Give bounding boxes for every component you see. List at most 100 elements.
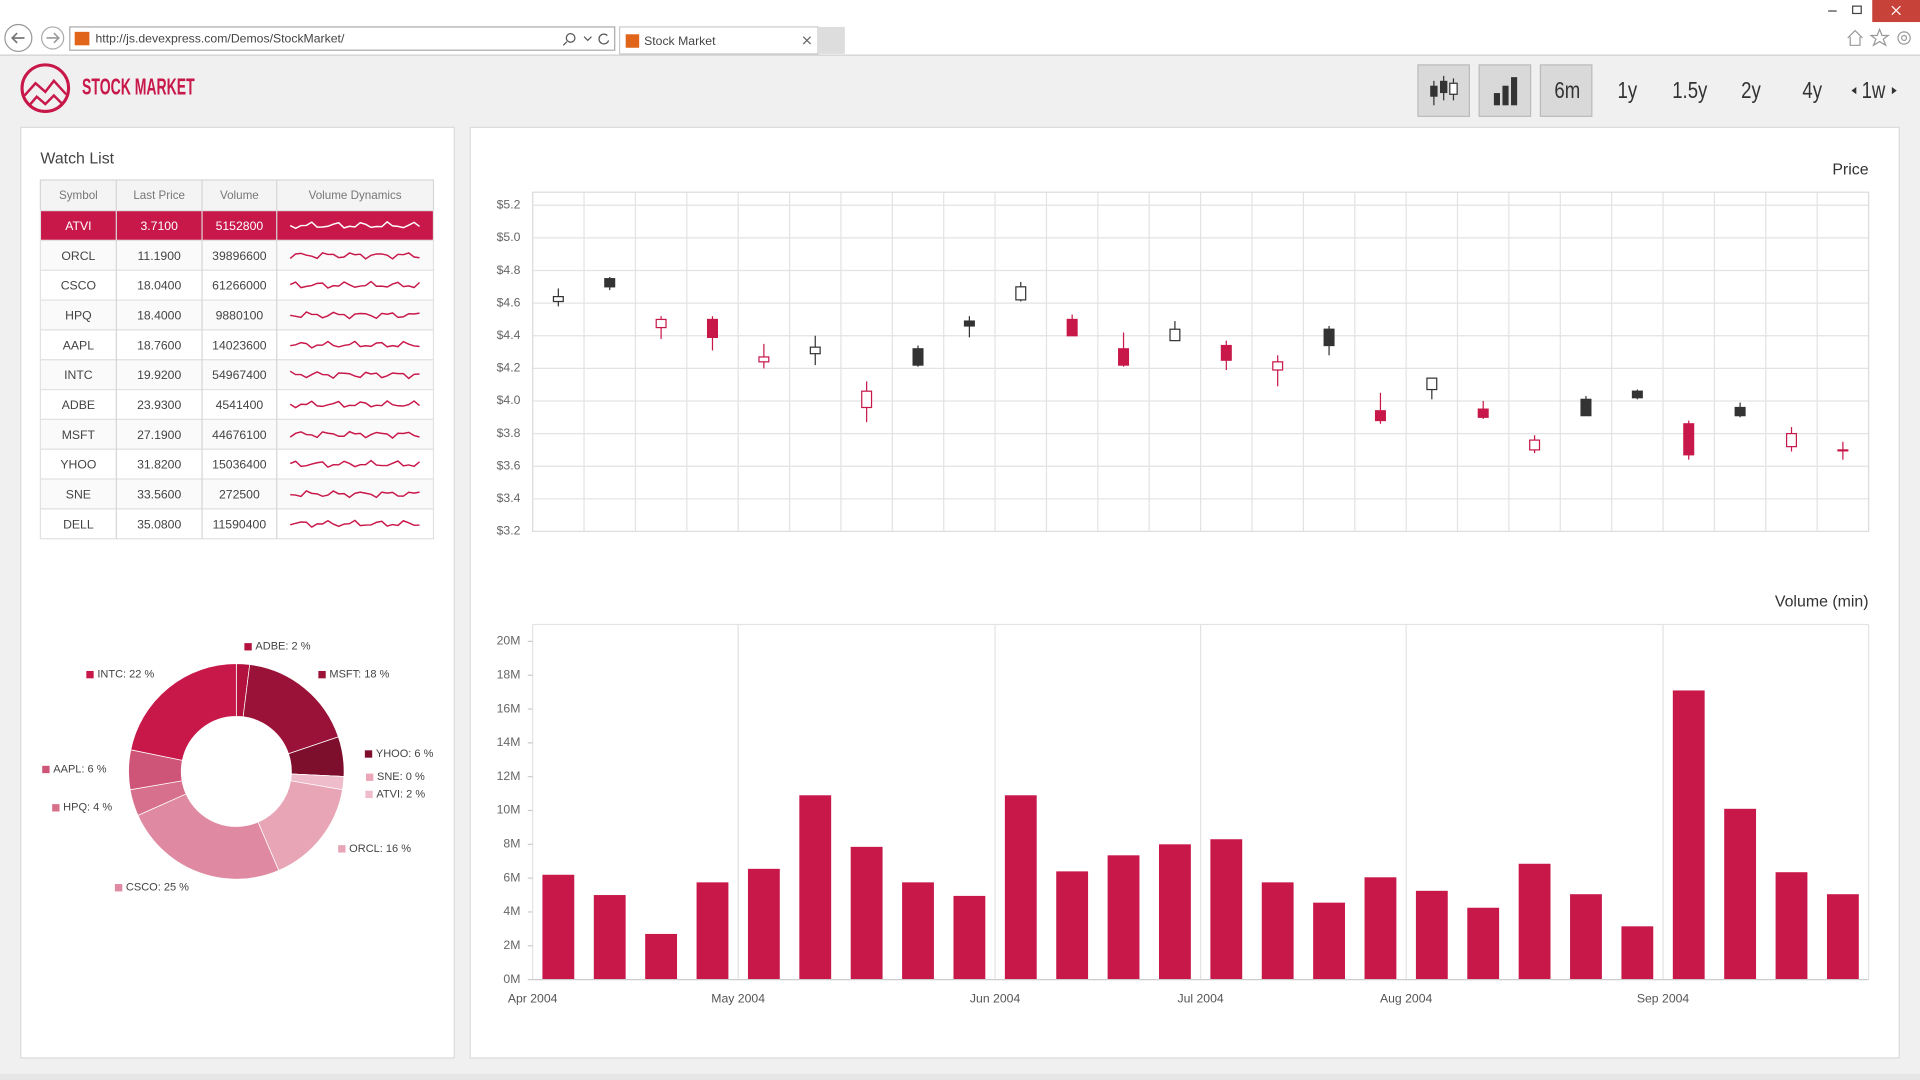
window-controls [1828, 0, 1920, 23]
x-tick-label: Aug 2004 [1380, 991, 1433, 1005]
table-cell: HPQ [65, 308, 92, 322]
address-bar[interactable] [69, 26, 616, 51]
table-cell: 18.0400 [137, 279, 181, 293]
volume-bar [1056, 871, 1089, 980]
table-cell: DELL [63, 517, 94, 531]
chart-title: Volume (min) [1775, 594, 1869, 611]
table-row[interactable] [39, 269, 435, 301]
y-tick-label: 12M [497, 769, 521, 783]
table-row[interactable] [39, 418, 435, 450]
candle-body [1118, 348, 1130, 366]
status-strip [0, 1073, 1920, 1080]
watch-list-title: Watch List [40, 150, 114, 167]
volume-bar [850, 846, 883, 980]
tab-title: Stock Market [644, 34, 716, 48]
table-row[interactable] [39, 239, 435, 271]
pie-label: INTC: 22 % [97, 669, 154, 681]
candle-body [1426, 377, 1438, 391]
legend-marker [364, 750, 373, 758]
table-row[interactable] [39, 359, 435, 391]
table-cell: CSCO [61, 279, 96, 293]
table-row[interactable] [39, 448, 435, 480]
table-cell: 11590400 [213, 517, 267, 531]
pie-label: HPQ: 4 % [63, 802, 112, 814]
candle-body [1374, 410, 1386, 422]
x-tick-label: Jun 2004 [970, 991, 1021, 1005]
period-button[interactable]: 4y [1802, 78, 1822, 103]
volume-bar [1364, 877, 1397, 980]
sparkline [289, 370, 420, 380]
volume-bar [1159, 844, 1191, 980]
tab[interactable] [618, 26, 819, 55]
y-tick-label: $4.4 [497, 328, 521, 342]
volume-bar [645, 933, 678, 980]
sparkline [289, 430, 420, 439]
legend-marker [244, 643, 252, 651]
volume-bar [542, 874, 575, 980]
y-tick-label: 14M [497, 735, 521, 749]
period-button[interactable]: 1.5y [1672, 78, 1708, 103]
pie-label: ATVI: 2 % [376, 788, 425, 800]
forward-button[interactable] [41, 26, 65, 50]
table-cell: 15036400 [212, 458, 267, 472]
candle-body [604, 278, 616, 288]
legend-marker [318, 670, 326, 679]
period-button[interactable]: 6m [1554, 78, 1580, 103]
table-cell: 18.4000 [137, 308, 181, 322]
volume-bar [696, 882, 729, 980]
period-toolbar: 6m 1y 1.5y 2y 4y 1w [1539, 64, 1897, 117]
legend-marker [365, 773, 374, 781]
table-cell: 44676100 [212, 428, 267, 442]
y-tick-label: 10M [497, 803, 521, 817]
table-cell: YHOO [60, 458, 96, 472]
table-cell: 23.9300 [137, 398, 181, 412]
volume-bar [1672, 690, 1705, 980]
back-button[interactable] [4, 23, 33, 53]
table-row[interactable] [39, 329, 435, 361]
candlestick-button[interactable] [1417, 64, 1470, 117]
column-header: Last Price [133, 189, 185, 202]
candle-body [1580, 398, 1592, 417]
pie-slice [137, 793, 280, 880]
pie-label: ORCL: 16 % [349, 843, 411, 855]
y-tick-label: 18M [497, 667, 521, 681]
volume-bar [1313, 902, 1345, 980]
sparkline [290, 490, 420, 499]
y-tick-label: 16M [497, 701, 521, 715]
address-icons [562, 33, 610, 46]
volume-bar [1210, 839, 1243, 980]
y-tick-label: $4.2 [497, 361, 521, 375]
next-arrow[interactable] [1891, 86, 1897, 95]
legend-marker [365, 790, 373, 799]
bar-button[interactable] [1478, 64, 1532, 117]
prev-arrow[interactable] [1851, 86, 1857, 95]
table-cell: 27.1900 [137, 428, 181, 442]
chart-title: Price [1832, 161, 1868, 178]
y-tick-label: 2M [503, 938, 520, 952]
legend-marker [114, 884, 123, 892]
x-tick-label: Apr 2004 [508, 991, 558, 1005]
candle-body [1734, 406, 1746, 417]
y-tick-label: 20M [497, 634, 521, 648]
candle-body [1477, 408, 1489, 418]
table-cell: 4541400 [216, 398, 264, 412]
charts: ADBE: 2 % MSFT: 18 % YHOO: 6 % SNE: 0 % ATVI… [42, 161, 1870, 1005]
candle-body [1015, 286, 1027, 301]
tab-close[interactable] [802, 36, 812, 45]
table-cell: 33.5600 [137, 487, 181, 501]
table-cell: 5152800 [216, 219, 264, 233]
table-cell: ADBE [62, 398, 95, 412]
candle-body [1323, 328, 1335, 347]
period-button[interactable]: 1y [1618, 78, 1638, 103]
tab-icon [625, 34, 640, 48]
column-header: Symbol [59, 189, 98, 202]
sparkline [289, 220, 420, 230]
x-tick-label: Sep 2004 [1637, 991, 1690, 1005]
pie-label: MSFT: 18 % [329, 669, 389, 681]
y-tick-label: $3.8 [497, 426, 521, 440]
period-button[interactable]: 1w [1862, 78, 1886, 103]
volume-bar [1724, 808, 1757, 980]
table-row[interactable] [39, 508, 435, 540]
new-tab[interactable] [817, 26, 845, 54]
period-button[interactable]: 2y [1741, 78, 1761, 103]
